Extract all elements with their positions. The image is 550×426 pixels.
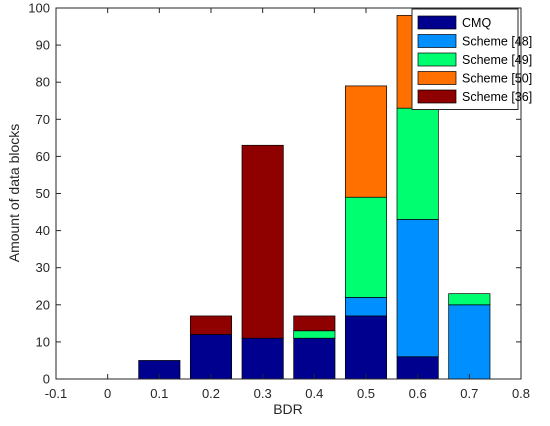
y-tick-label: 50 [36, 186, 50, 201]
y-tick-label: 80 [36, 75, 50, 90]
x-tick-label: 0.2 [202, 386, 220, 401]
bar-scheme-36-0_3 [241, 144, 284, 339]
x-tick-label: 0.7 [460, 386, 478, 401]
bar-scheme-49-0_6 [396, 107, 439, 220]
y-tick-label: 60 [36, 149, 50, 164]
x-tick-label: 0.3 [254, 386, 272, 401]
bar-scheme-49-0_5 [344, 196, 388, 298]
bar-scheme-48-0_6 [396, 219, 439, 358]
legend-swatch-scheme-36 [417, 89, 457, 104]
axes-group: -0.1 0 0.1 0.2 0.3 0.4 0.5 0.6 0.7 0.801020304050… [28, 1, 530, 402]
y-tick-label: 10 [36, 334, 50, 349]
bar-scheme-49-0_4 [293, 330, 336, 339]
bar-cmq-0_5 [344, 315, 388, 380]
bar-scheme-48-0_7 [448, 304, 491, 380]
bar-cmq-0_3 [241, 337, 284, 380]
bar-scheme-36-0_2 [189, 315, 233, 335]
legend-swatch-scheme-50 [417, 71, 457, 85]
bar-scheme-50-0_5 [344, 85, 388, 198]
bar-cmq-0_4 [293, 337, 336, 380]
bar-scheme-36-0_4 [293, 315, 336, 332]
y-tick-label: 0 [43, 372, 50, 387]
legend-label-scheme-48: Scheme [48] [462, 35, 532, 49]
legend-label-scheme-36: Scheme [36] [462, 90, 532, 104]
legend-swatch-cmq [417, 15, 457, 30]
x-tick-label: 0.1 [150, 386, 168, 401]
y-tick-label: 70 [36, 112, 50, 127]
x-tick-label: -0.1 [45, 386, 67, 401]
y-tick-label: 100 [28, 1, 50, 16]
x-axis-title: BDR [273, 401, 303, 417]
y-tick-label: 90 [36, 38, 50, 53]
bars-group [138, 15, 491, 380]
x-tick-label: 0.6 [409, 386, 427, 401]
bar-scheme-49-0_7 [448, 293, 491, 306]
legend: CMQ Scheme [48] Scheme [49] Scheme [50] Sche… [411, 8, 532, 110]
legend-swatch-scheme-49 [417, 52, 457, 67]
legend-label-cmq: CMQ [462, 16, 491, 30]
y-tick-label: 20 [36, 297, 50, 312]
x-tick-label: 0.8 [512, 386, 530, 401]
bar-cmq-0_2 [189, 334, 233, 380]
bar-scheme-48-0_5 [344, 297, 388, 317]
legend-swatch-scheme-48 [417, 34, 457, 48]
y-tick-label: 30 [36, 260, 50, 275]
legend-label-scheme-50: Scheme [50] [462, 72, 532, 86]
x-tick-label: 0.4 [305, 386, 323, 401]
legend-label-scheme-49: Scheme [49] [462, 53, 532, 67]
x-tick-label: 0 [104, 386, 111, 401]
x-tick-label: 0.5 [357, 386, 375, 401]
y-axis-title: Amount of data blocks [6, 124, 22, 263]
y-tick-label: 40 [36, 223, 50, 238]
